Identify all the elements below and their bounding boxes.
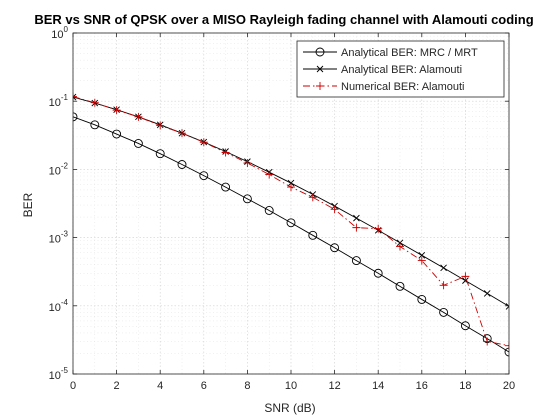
series-1-point bbox=[177, 160, 187, 169]
y-tick-exponent: -2 bbox=[61, 161, 69, 170]
series-3-point bbox=[287, 183, 295, 192]
series-1-point bbox=[395, 281, 405, 291]
series-3-point bbox=[308, 193, 317, 202]
x-tick-label: 16 bbox=[416, 380, 428, 392]
series-1-point bbox=[330, 243, 340, 253]
y-tick-exponent: -5 bbox=[61, 366, 69, 375]
y-tick-base: 10 bbox=[49, 97, 61, 109]
series-3-point bbox=[352, 223, 361, 232]
y-tick-base: 10 bbox=[49, 302, 61, 314]
x-tick-label: 6 bbox=[201, 380, 207, 392]
series-2-point bbox=[505, 303, 509, 310]
series-1-point bbox=[504, 347, 509, 357]
series-1-point bbox=[373, 268, 383, 278]
y-tick-label: 10-5 bbox=[49, 366, 69, 382]
series-1-point bbox=[351, 256, 361, 266]
x-tick-label: 0 bbox=[70, 380, 76, 392]
series-3-point bbox=[265, 170, 274, 179]
y-tick-base: 10 bbox=[51, 29, 63, 41]
y-tick-base: 10 bbox=[49, 234, 61, 246]
x-tick-label: 4 bbox=[157, 380, 163, 392]
plot-area: 0 2 4 6 8 10 12 14 16 18 2010-510-410-310-210-1100… bbox=[49, 25, 516, 392]
series-line-1 bbox=[73, 116, 509, 353]
series-3-point bbox=[461, 272, 470, 281]
series-2-point bbox=[483, 290, 491, 297]
series-1-point bbox=[242, 194, 252, 204]
series-2-point bbox=[287, 179, 295, 187]
series-1-point bbox=[112, 129, 122, 139]
y-tick-label: 10-2 bbox=[49, 161, 69, 177]
series-3-point bbox=[505, 341, 509, 350]
y-tick-exponent: 0 bbox=[64, 25, 69, 34]
y-tick-exponent: -3 bbox=[61, 230, 69, 239]
chart-title: BER vs SNR of QPSK over a MISO Rayleigh … bbox=[34, 12, 533, 27]
series-3-point bbox=[112, 106, 121, 115]
series-3-point bbox=[199, 138, 208, 147]
series-1-point bbox=[460, 321, 470, 331]
y-tick-label: 10-3 bbox=[49, 230, 69, 246]
x-tick-label: 2 bbox=[114, 380, 120, 392]
series-1-point bbox=[417, 294, 427, 304]
y-tick-base: 10 bbox=[49, 370, 61, 382]
series-1-point bbox=[73, 112, 78, 122]
y-tick-exponent: -1 bbox=[61, 93, 69, 102]
y-axis-label: BER bbox=[21, 192, 35, 217]
series-3-point bbox=[396, 242, 404, 251]
series-1-point bbox=[90, 120, 100, 130]
series-1-point bbox=[221, 182, 231, 192]
series-3-point bbox=[221, 148, 230, 157]
series-3-point bbox=[330, 205, 339, 214]
series-1-point bbox=[308, 230, 318, 240]
series-2-point bbox=[73, 93, 77, 101]
x-axis-label: SNR (dB) bbox=[264, 401, 315, 415]
series-2-point bbox=[353, 214, 360, 222]
series-1-point bbox=[199, 171, 209, 181]
series-3-point bbox=[243, 159, 252, 168]
y-tick-label: 10-1 bbox=[49, 93, 69, 109]
series-2-point bbox=[418, 251, 426, 259]
series-3-point bbox=[134, 112, 143, 121]
series-3-point bbox=[156, 121, 165, 130]
series-1-point bbox=[133, 139, 143, 148]
series-3-point bbox=[73, 92, 77, 101]
series-3-point bbox=[417, 256, 426, 265]
series-1-point bbox=[439, 307, 449, 317]
series-3-point bbox=[483, 337, 492, 346]
series-2-point bbox=[440, 264, 447, 272]
series-3-point bbox=[439, 281, 448, 290]
x-tick-label: 8 bbox=[244, 380, 250, 392]
series-3-point bbox=[374, 224, 383, 233]
series-1-point bbox=[264, 206, 274, 215]
y-tick-exponent: -4 bbox=[61, 298, 69, 307]
legend-entry-3: Numerical BER: Alamouti bbox=[341, 81, 465, 93]
x-tick-label: 20 bbox=[503, 380, 515, 392]
legend-entry-1: Analytical BER: MRC / MRT bbox=[341, 47, 478, 59]
x-tick-label: 10 bbox=[285, 380, 297, 392]
legend: Analytical BER: MRC / MRT Analytical BER:… bbox=[296, 40, 505, 98]
series-group bbox=[73, 92, 509, 357]
x-tick-label: 14 bbox=[372, 380, 384, 392]
legend-marker-1 bbox=[315, 47, 325, 57]
x-tick-label: 18 bbox=[459, 380, 471, 392]
legend-marker-3 bbox=[316, 82, 324, 90]
y-tick-label: 100 bbox=[51, 25, 68, 41]
series-3-point bbox=[90, 98, 99, 107]
series-1-point bbox=[155, 149, 165, 159]
x-tick-label: 12 bbox=[328, 380, 340, 392]
series-1-point bbox=[286, 218, 296, 228]
y-tick-label: 10-4 bbox=[49, 298, 69, 314]
y-tick-base: 10 bbox=[49, 165, 61, 177]
legend-marker-2 bbox=[316, 65, 324, 73]
legend-entry-2: Analytical BER: Alamouti bbox=[341, 64, 462, 76]
series-3-point bbox=[178, 129, 186, 138]
